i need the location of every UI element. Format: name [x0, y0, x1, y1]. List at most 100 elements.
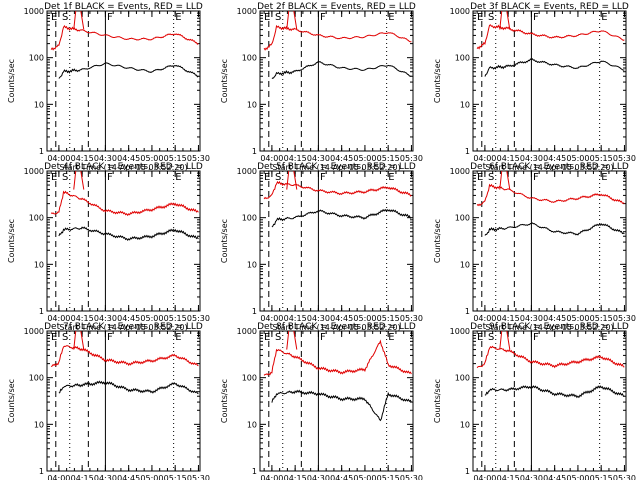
- x-tick-label: 04:45: [117, 154, 140, 163]
- detector-panel-3: Det 3f BLACK = Events, RED = LLD 1 10 100 10…: [433, 2, 636, 172]
- event-marker-e-3: E: [601, 172, 607, 183]
- panel-title: Det 5f BLACK = Events, RED = LLD: [257, 162, 416, 172]
- plot-frame: [46, 170, 201, 312]
- x-tick-label: 04:15: [497, 474, 520, 480]
- x-tick-label: 05:00: [353, 154, 376, 163]
- series-lld-line: [476, 183, 625, 207]
- series-lld-offscale-spike: [499, 10, 511, 30]
- event-marker-f-2: F: [533, 332, 539, 343]
- y-tick-label: 100: [455, 374, 470, 383]
- x-tick-label: 05:30: [400, 474, 423, 480]
- x-tick-label: 04:30: [520, 154, 543, 163]
- x-tick-label: 05:00: [353, 474, 376, 480]
- plot-frame: [46, 330, 201, 472]
- y-tick-label: 1: [252, 467, 257, 476]
- plot-frame: [472, 170, 627, 312]
- detector-panel-8: Det 8f BLACK = Events, RED = LLD 1 10 100 10…: [220, 322, 423, 484]
- y-axis-label: Counts/sec: [7, 59, 16, 103]
- x-axis-label: Start Time (14-Apr-05 03:52:20): [485, 323, 613, 332]
- event-marker-e-0: E: [51, 12, 57, 23]
- event-marker-e-0: E: [51, 172, 57, 183]
- series-lld-offscale-spike: [499, 170, 511, 190]
- x-tick-label: 05:15: [377, 474, 400, 480]
- plot-frame: [472, 10, 627, 152]
- event-marker-s-1: S: [488, 332, 494, 343]
- x-tick-label: 04:00: [473, 474, 496, 480]
- x-tick-label: 04:15: [284, 474, 307, 480]
- x-tick-label: 05:30: [400, 154, 423, 163]
- x-tick-label: 04:30: [307, 154, 330, 163]
- y-tick-label: 1: [465, 147, 470, 156]
- panel-title: Det 9f BLACK = Events, RED = LLD: [470, 322, 629, 332]
- plot-frame: [259, 10, 414, 152]
- series-events-line: [484, 222, 625, 236]
- event-marker-s-1: S: [275, 332, 281, 343]
- event-marker-s-1: S: [275, 172, 281, 183]
- x-tick-label: 04:30: [307, 314, 330, 323]
- series-events-line: [58, 62, 199, 79]
- y-tick-label: 1000: [237, 167, 257, 176]
- x-tick-label: 04:15: [71, 154, 94, 163]
- x-tick-label: 04:15: [71, 474, 94, 480]
- y-tick-label: 1000: [24, 327, 44, 336]
- x-tick-label: 05:30: [400, 314, 423, 323]
- event-marker-f-2: F: [320, 332, 326, 343]
- detector-panel-5: Det 5f BLACK = Events, RED = LLD 1 10 100 10…: [220, 162, 423, 332]
- x-tick-label: 05:15: [377, 154, 400, 163]
- event-marker-f-2: F: [107, 332, 113, 343]
- event-marker-f-2: F: [533, 172, 539, 183]
- x-tick-label: 05:15: [164, 314, 187, 323]
- event-marker-e-3: E: [601, 332, 607, 343]
- x-tick-label: 05:15: [590, 474, 613, 480]
- series-lld-offscale-spike: [73, 330, 85, 350]
- event-marker-s-1: S: [62, 172, 68, 183]
- x-axis-label: Start Time (14-Apr-05 03:52:20): [59, 323, 187, 332]
- series-lld-line: [263, 24, 412, 51]
- series-events-line: [58, 226, 199, 242]
- panel-title: Det 7f BLACK = Events, RED = LLD: [44, 322, 203, 332]
- y-tick-label: 1: [39, 467, 44, 476]
- x-tick-label: 04:45: [117, 314, 140, 323]
- y-tick-label: 1000: [24, 167, 44, 176]
- y-tick-label: 100: [455, 54, 470, 63]
- event-marker-e-0: E: [477, 172, 483, 183]
- panel-title: Det 3f BLACK = Events, RED = LLD: [470, 2, 629, 12]
- x-tick-label: 04:30: [520, 314, 543, 323]
- y-axis-label: Counts/sec: [433, 59, 442, 103]
- x-tick-label: 04:30: [94, 314, 117, 323]
- y-tick-label: 1: [252, 147, 257, 156]
- y-tick-label: 1000: [450, 7, 470, 16]
- series-lld-offscale-spike: [499, 330, 511, 350]
- y-tick-label: 100: [242, 374, 257, 383]
- event-marker-f-2: F: [320, 172, 326, 183]
- series-lld-line: [50, 24, 199, 51]
- event-marker-e-3: E: [601, 12, 607, 23]
- series-events-line: [484, 385, 625, 399]
- y-tick-label: 1000: [237, 327, 257, 336]
- x-tick-label: 04:15: [71, 314, 94, 323]
- series-lld-offscale-spike: [73, 10, 85, 30]
- x-tick-label: 05:15: [164, 154, 187, 163]
- series-lld-offscale-spike: [73, 170, 85, 190]
- series-lld-line: [263, 180, 412, 200]
- x-tick-label: 04:00: [473, 154, 496, 163]
- x-axis-label: Start Time (14-Apr-05 03:52:20): [272, 163, 400, 172]
- x-tick-label: 05:15: [590, 314, 613, 323]
- event-marker-e-3: E: [175, 12, 181, 23]
- x-tick-label: 04:45: [117, 474, 140, 480]
- event-marker-e-0: E: [477, 332, 483, 343]
- plot-frame: [46, 10, 201, 152]
- y-tick-label: 10: [247, 100, 257, 109]
- event-marker-e-3: E: [388, 172, 394, 183]
- y-tick-label: 1: [252, 307, 257, 316]
- series-lld-offscale-spike: [286, 10, 298, 30]
- y-axis-label: Counts/sec: [7, 219, 16, 263]
- y-tick-label: 1: [39, 147, 44, 156]
- series-events-line: [484, 58, 625, 77]
- x-tick-label: 04:00: [260, 314, 283, 323]
- event-marker-f-2: F: [533, 12, 539, 23]
- event-marker-f-2: F: [107, 12, 113, 23]
- panel-title: Det 8f BLACK = Events, RED = LLD: [257, 322, 416, 332]
- panel-title: Det 6f BLACK = Events, RED = LLD: [470, 162, 629, 172]
